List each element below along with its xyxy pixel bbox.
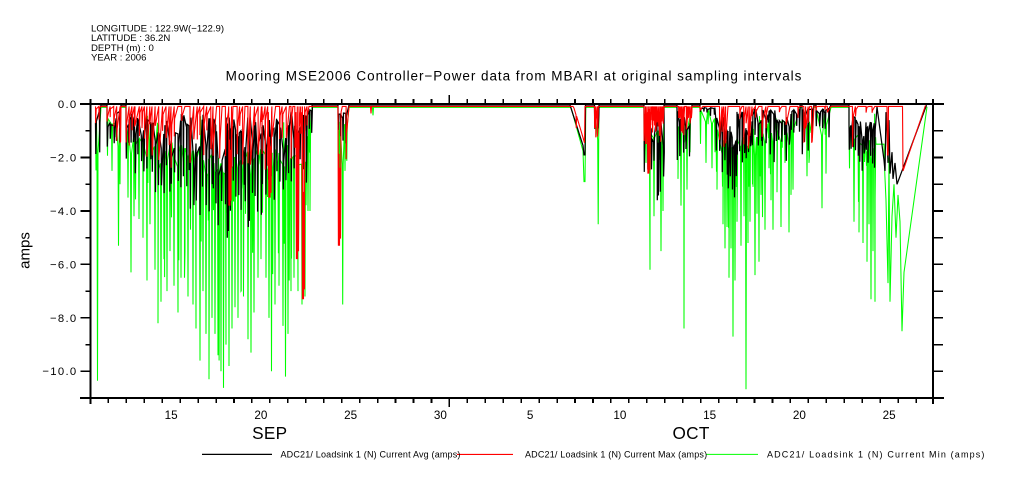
svg-text:LONGITUDE : 122.9W(−122.9): LONGITUDE : 122.9W(−122.9) — [91, 23, 224, 34]
svg-text:ADC21/ Loadsink 1 (N) Current: ADC21/ Loadsink 1 (N) Current Avg (amps) — [281, 450, 461, 460]
svg-text:Mooring MSE2006 Controller−Pow: Mooring MSE2006 Controller−Power data fr… — [226, 68, 803, 83]
svg-text:LATITUDE : 36.2N: LATITUDE : 36.2N — [91, 33, 170, 44]
svg-text:20: 20 — [254, 409, 268, 422]
svg-text:−2.0: −2.0 — [50, 152, 78, 164]
svg-text:15: 15 — [165, 409, 179, 422]
svg-text:DEPTH (m) : 0: DEPTH (m) : 0 — [91, 43, 154, 54]
svg-text:20: 20 — [793, 409, 807, 422]
svg-text:30: 30 — [434, 409, 448, 422]
svg-text:15: 15 — [703, 409, 717, 422]
svg-text:OCT: OCT — [673, 423, 710, 443]
svg-text:ADC21/ Loadsink 1 (N) Current: ADC21/ Loadsink 1 (N) Current Min (amps) — [767, 450, 986, 460]
svg-text:10: 10 — [613, 409, 627, 422]
svg-text:−4.0: −4.0 — [50, 206, 78, 218]
svg-text:−10.0: −10.0 — [42, 366, 77, 378]
svg-text:−6.0: −6.0 — [50, 259, 78, 271]
svg-text:amps: amps — [17, 232, 34, 269]
svg-text:ADC21/ Loadsink 1 (N) Current: ADC21/ Loadsink 1 (N) Current Max (amps) — [525, 450, 707, 460]
svg-text:YEAR : 2006: YEAR : 2006 — [91, 53, 146, 64]
svg-text:5: 5 — [527, 409, 534, 422]
svg-text:0.0: 0.0 — [58, 99, 78, 111]
svg-text:25: 25 — [883, 409, 897, 422]
svg-text:−8.0: −8.0 — [50, 313, 78, 325]
svg-text:SEP: SEP — [252, 423, 287, 443]
svg-text:25: 25 — [344, 409, 358, 422]
